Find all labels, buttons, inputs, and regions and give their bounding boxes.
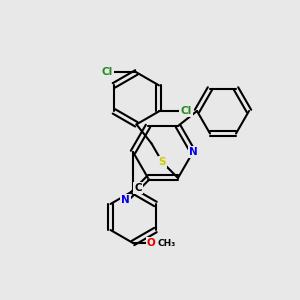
Text: N: N — [189, 147, 197, 157]
Text: C: C — [134, 183, 142, 193]
Text: N: N — [121, 195, 130, 205]
Text: O: O — [147, 238, 155, 248]
Text: Cl: Cl — [180, 106, 192, 116]
Text: CH₃: CH₃ — [158, 238, 176, 247]
Text: S: S — [159, 158, 166, 167]
Text: Cl: Cl — [102, 68, 113, 77]
